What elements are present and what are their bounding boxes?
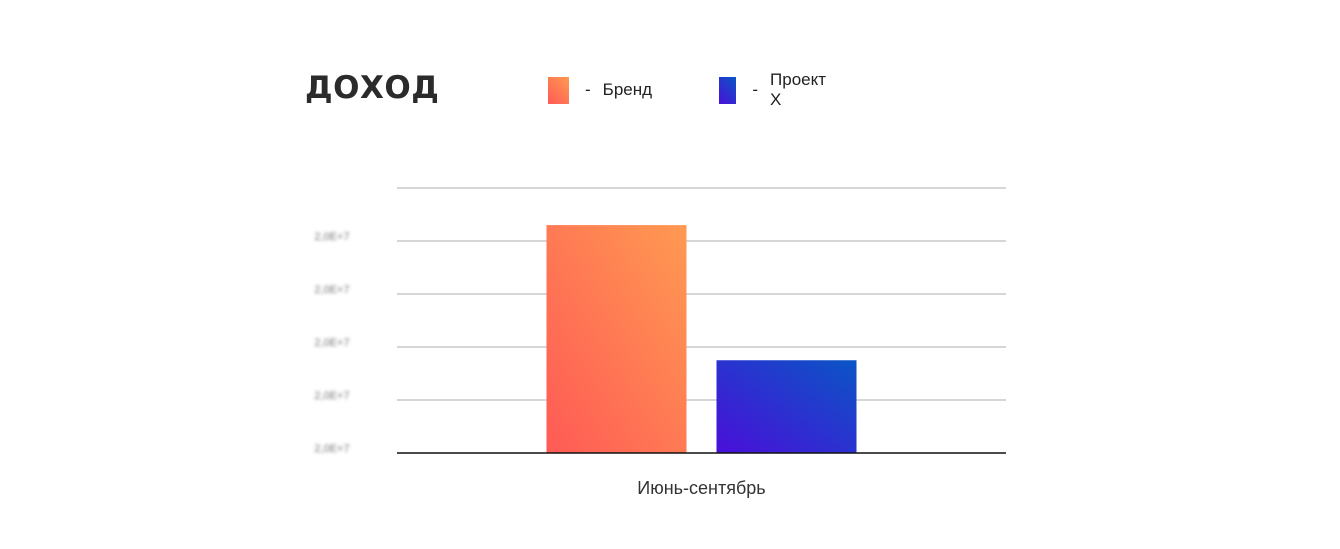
y-tick-label: 2,0E+7 bbox=[314, 337, 349, 349]
y-tick-label: 2,0E+7 bbox=[314, 390, 349, 402]
legend-item-brand: - Бренд bbox=[548, 76, 652, 104]
legend-swatch-brand bbox=[548, 76, 569, 104]
legend-item-project-x: - Проект X bbox=[719, 70, 830, 109]
legend-label-project-x: Проект X bbox=[770, 70, 827, 109]
y-tick-label: 2,0E+7 bbox=[314, 443, 349, 455]
bar-project-x bbox=[716, 360, 857, 453]
y-tick-label: 2,0E+7 bbox=[314, 284, 349, 296]
legend-separator: - bbox=[585, 80, 591, 99]
bar-brand bbox=[546, 225, 687, 453]
y-tick-label: 2,0E+7 bbox=[314, 231, 349, 243]
chart-title: ДОХОД bbox=[305, 70, 440, 106]
legend-swatch-project-x bbox=[719, 76, 737, 104]
legend-label-brand: Бренд bbox=[602, 80, 653, 99]
legend-separator: - bbox=[752, 80, 759, 99]
x-tick-label: Июнь-сентябрь bbox=[637, 478, 765, 498]
